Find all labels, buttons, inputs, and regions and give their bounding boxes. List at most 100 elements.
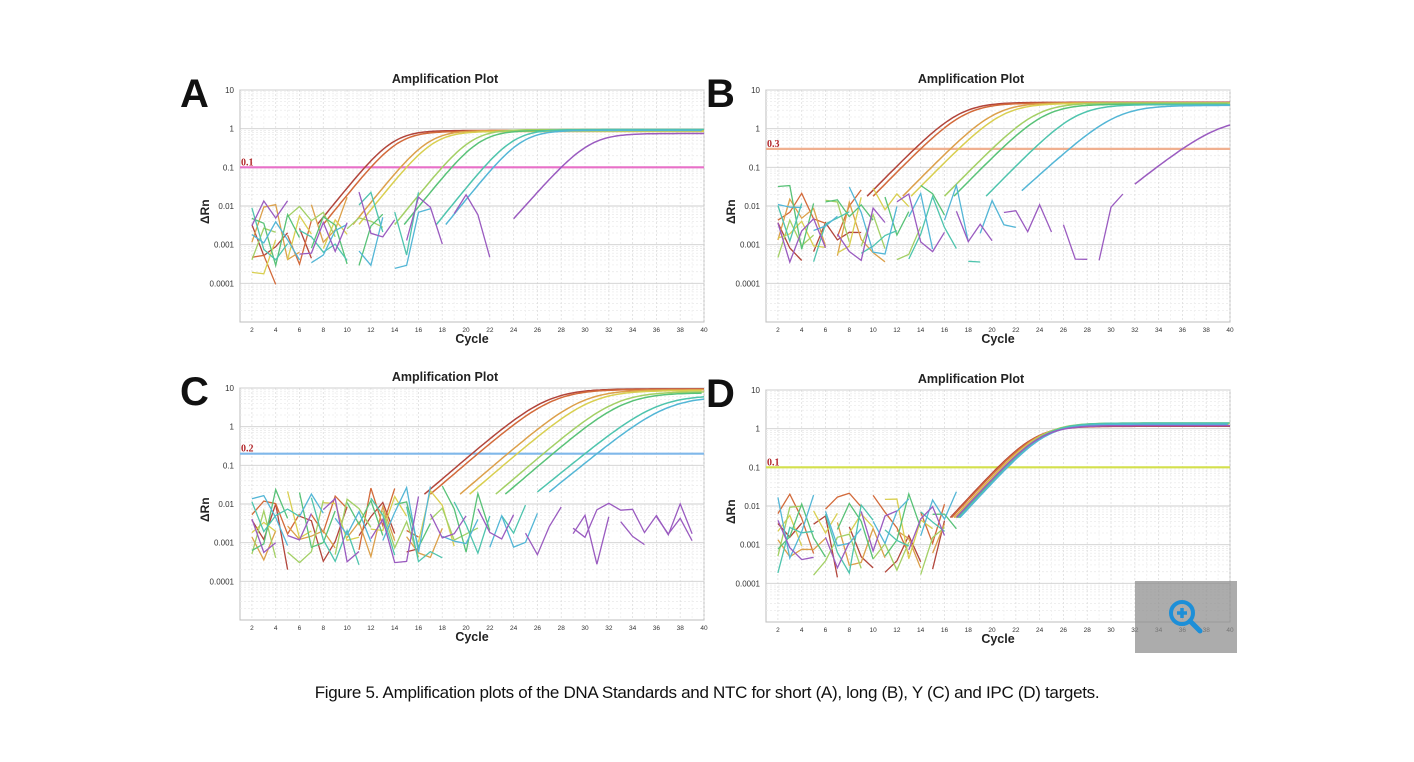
baseline-segment bbox=[777, 514, 803, 547]
baseline-segment bbox=[777, 505, 802, 557]
baseline-segment bbox=[572, 513, 610, 565]
x-tick-label: 10 bbox=[343, 327, 351, 334]
baseline-segment bbox=[884, 491, 922, 557]
baseline-segment bbox=[251, 227, 276, 261]
series-8 bbox=[251, 129, 702, 270]
baseline-segment bbox=[1062, 224, 1088, 260]
amplification-curve bbox=[459, 389, 704, 495]
baseline-segment bbox=[251, 203, 300, 261]
panel-letter: A bbox=[180, 72, 209, 116]
baseline-segment bbox=[777, 218, 815, 258]
x-tick-label: 4 bbox=[800, 327, 804, 334]
panel-letter: C bbox=[180, 370, 209, 414]
x-tick-label: 34 bbox=[629, 327, 637, 334]
x-tick-label: 18 bbox=[439, 327, 447, 334]
y-tick-label: 0.1 bbox=[749, 163, 761, 172]
x-tick-label: 22 bbox=[1012, 327, 1020, 334]
x-tick-label: 32 bbox=[605, 625, 613, 632]
y-tick-label: 0.001 bbox=[214, 539, 235, 548]
panel-c: C Amplification Plot ΔRn Cycle 10 1 0.1 0.0… bbox=[180, 366, 710, 656]
x-tick-label: 2 bbox=[250, 625, 254, 632]
baseline-segment bbox=[777, 494, 815, 561]
series-7 bbox=[777, 422, 1230, 575]
panel-letter: D bbox=[706, 372, 735, 416]
x-tick-label: 8 bbox=[321, 327, 325, 334]
baseline-segment bbox=[251, 212, 301, 268]
baseline-segment bbox=[251, 207, 289, 261]
baseline-segment bbox=[334, 510, 372, 542]
baseline-segment bbox=[848, 186, 898, 255]
chart-title: Amplification Plot bbox=[391, 370, 499, 384]
threshold-label: 0.1 bbox=[767, 457, 780, 468]
baseline-segment bbox=[287, 525, 336, 549]
y-tick-label: 0.1 bbox=[223, 461, 235, 470]
x-axis-label: Cycle bbox=[455, 630, 489, 644]
baseline-segment bbox=[299, 220, 348, 255]
amplification-curve bbox=[943, 102, 1230, 197]
x-tick-label: 4 bbox=[274, 327, 278, 334]
y-tick-label: 1 bbox=[756, 125, 761, 134]
amplification-curve bbox=[435, 128, 704, 226]
zoom-button[interactable] bbox=[1135, 581, 1237, 653]
y-tick-label: 0.1 bbox=[223, 163, 235, 172]
x-tick-label: 6 bbox=[298, 327, 302, 334]
series-5 bbox=[777, 102, 1230, 261]
x-axis-label: Cycle bbox=[981, 632, 1015, 646]
baseline-segment bbox=[777, 203, 802, 209]
amplification-curve bbox=[958, 422, 1230, 519]
x-tick-label: 14 bbox=[917, 327, 925, 334]
baseline-segment bbox=[896, 226, 922, 261]
baseline-segment bbox=[286, 214, 312, 260]
baseline-segment bbox=[358, 191, 396, 238]
baseline-segment bbox=[394, 208, 431, 270]
baseline-segment bbox=[358, 217, 384, 267]
x-tick-label: 38 bbox=[677, 327, 685, 334]
amplification-curve bbox=[548, 398, 705, 493]
baseline-segment bbox=[286, 491, 312, 540]
baseline-segment bbox=[968, 260, 981, 263]
baseline-segment bbox=[896, 192, 946, 253]
baseline-segment bbox=[251, 254, 277, 285]
baseline-segment bbox=[777, 526, 814, 574]
baseline-segment bbox=[979, 198, 1016, 234]
baseline-segment bbox=[860, 230, 898, 254]
series-9 bbox=[777, 424, 1230, 570]
figure-caption: Figure 5. Amplification plots of the DNA… bbox=[314, 683, 1100, 702]
x-tick-label: 2 bbox=[776, 627, 780, 634]
x-tick-label: 28 bbox=[1084, 627, 1092, 634]
baseline-segment bbox=[251, 199, 289, 226]
baseline-segment bbox=[310, 215, 348, 265]
baseline-segment bbox=[394, 501, 431, 550]
x-tick-label: 34 bbox=[629, 625, 637, 632]
baseline-segment bbox=[777, 197, 827, 247]
x-tick-label: 22 bbox=[486, 625, 494, 632]
x-tick-label: 34 bbox=[1155, 327, 1163, 334]
x-tick-label: 30 bbox=[1107, 327, 1115, 334]
x-tick-label: 40 bbox=[1226, 327, 1234, 334]
x-tick-label: 22 bbox=[486, 327, 494, 334]
baseline-segment bbox=[777, 222, 803, 261]
baseline-segment bbox=[405, 506, 443, 563]
x-tick-label: 10 bbox=[869, 327, 877, 334]
x-tick-label: 40 bbox=[700, 327, 708, 334]
baseline-segment bbox=[524, 506, 562, 557]
ntc-trace bbox=[572, 502, 693, 539]
x-tick-label: 8 bbox=[847, 327, 851, 334]
series-8 bbox=[251, 398, 705, 553]
baseline-segment bbox=[872, 495, 910, 555]
baseline-segment bbox=[836, 502, 874, 560]
x-tick-label: 28 bbox=[558, 625, 566, 632]
x-tick-label: 30 bbox=[1107, 627, 1115, 634]
x-tick-label: 36 bbox=[1179, 327, 1187, 334]
x-tick-label: 18 bbox=[965, 327, 973, 334]
y-tick-label: 10 bbox=[751, 386, 760, 395]
baseline-segment bbox=[872, 187, 910, 211]
x-tick-label: 18 bbox=[439, 625, 447, 632]
baseline-segment bbox=[620, 521, 645, 546]
baseline-segment bbox=[405, 195, 443, 245]
baseline-segment bbox=[836, 206, 886, 262]
baseline-segment bbox=[813, 510, 838, 535]
baseline-segment bbox=[287, 205, 336, 238]
threshold-label: 0.3 bbox=[767, 139, 780, 150]
